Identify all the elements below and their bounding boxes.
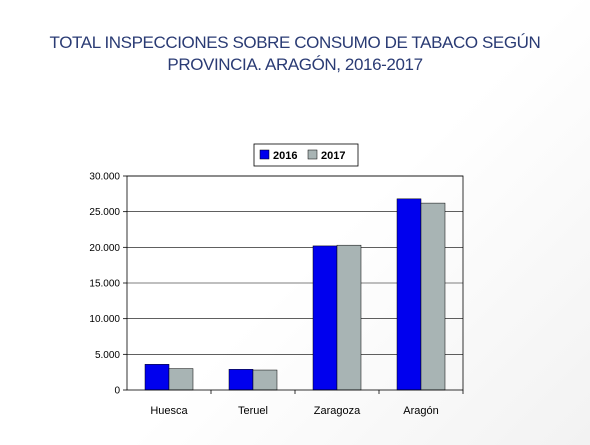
x-category-label: Teruel — [238, 405, 268, 417]
y-tick-label: 30.000 — [89, 172, 120, 183]
axes — [126, 175, 464, 394]
bar-2017-teruel — [252, 369, 278, 391]
x-category-label: Zaragoza — [314, 405, 361, 417]
chart-title: TOTAL INSPECCIONES SOBRE CONSUMO DE TABA… — [0, 32, 590, 76]
legend-swatch-2016 — [259, 149, 270, 160]
x-category-label: Huesca — [150, 405, 188, 417]
bar-2017-zaragoza — [336, 244, 362, 391]
bar-2017-huesca — [168, 368, 194, 391]
chart-title-line-1: TOTAL INSPECCIONES SOBRE CONSUMO DE TABA… — [49, 33, 541, 52]
y-tick-label: 25.000 — [89, 207, 120, 218]
bar-2016-zaragoza — [312, 245, 338, 391]
legend: 2016 2017 — [253, 143, 359, 167]
y-tick-label: 20.000 — [89, 243, 120, 254]
y-tick-label: 5.000 — [95, 350, 120, 361]
y-tick-label: 10.000 — [89, 314, 120, 325]
chart-title-line-2: PROVINCIA. ARAGÓN, 2016-2017 — [167, 55, 423, 74]
bar-2016-huesca — [144, 364, 170, 391]
bar-2016-aragón — [396, 198, 422, 391]
legend-swatch-2017 — [307, 149, 318, 160]
y-tick-label: 0 — [114, 386, 120, 397]
bars — [144, 198, 446, 391]
bar-2016-teruel — [228, 369, 254, 391]
bar-2017-aragón — [420, 202, 446, 391]
legend-box — [253, 143, 359, 167]
x-category-label: Aragón — [403, 405, 438, 417]
x-category-labels: Huesca Teruel Zaragoza Aragón — [150, 405, 438, 417]
legend-label-2016: 2016 — [273, 150, 297, 162]
legend-label-2017: 2017 — [321, 150, 345, 162]
y-tick-labels: 0 5.000 10.000 15.000 20.000 25.000 30.000 — [89, 172, 120, 397]
y-tick-label: 15.000 — [89, 279, 120, 290]
